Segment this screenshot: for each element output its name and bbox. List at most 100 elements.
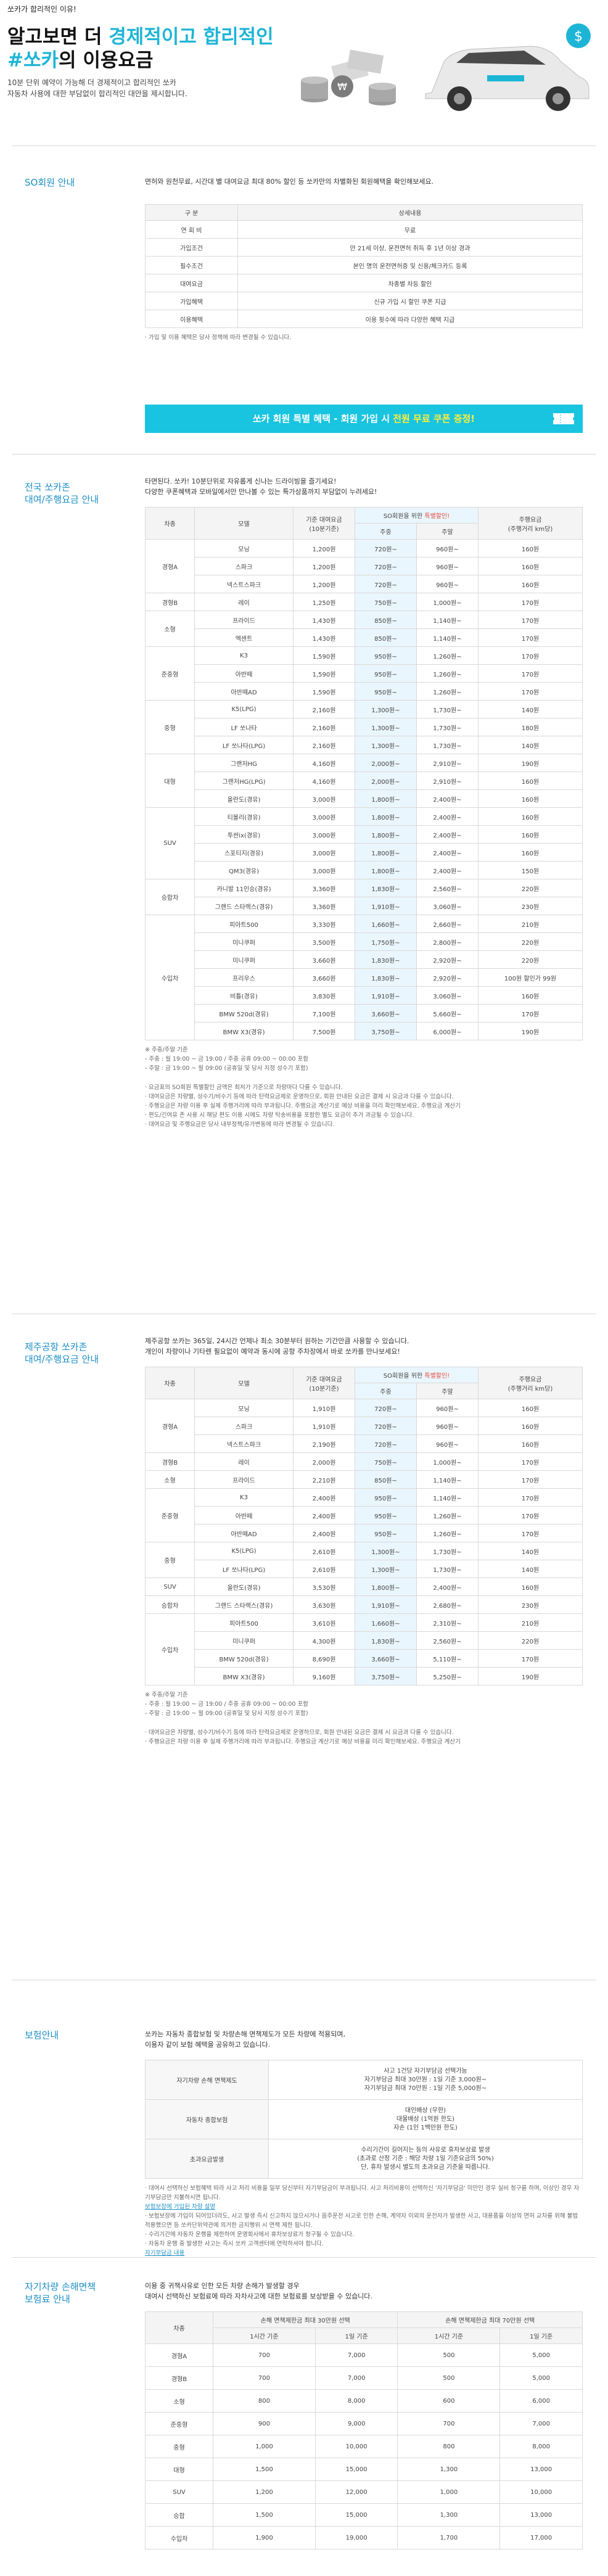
car-model: 프리우스 (194, 968, 294, 987)
label-line1: 제주공항 쏘카존 (25, 1341, 88, 1352)
weekend-fare: 2,400원~ (416, 861, 479, 879)
table-header: 구 분 (145, 204, 238, 221)
table-row: 경형B 레이 2,000원 750원~ 1,000원~ 170원 (145, 1452, 583, 1471)
base-fare: 2,000원 (293, 1452, 355, 1471)
weekday-fare: 1,300원~ (355, 700, 417, 718)
table-header: 상세내용 (237, 204, 583, 221)
mileage-fare: 160원 (478, 575, 583, 593)
note-link[interactable]: 자기부담금 내용 (145, 2250, 185, 2257)
weekend-fare: 2,400원~ (416, 807, 479, 826)
car-type: 승합차 (145, 1595, 195, 1614)
base-fare: 2,190원 (293, 1434, 355, 1453)
weekday-fare: 850원~ (355, 611, 417, 629)
label-line2: 대여/주행요금 안내 (25, 494, 99, 505)
base-fare: 2,400원 (293, 1506, 355, 1525)
row-label: 필수조건 (145, 256, 238, 274)
weekend-fare: 960원~ (416, 1434, 479, 1453)
intro-line1: 타면된다. 쏘카! 10분단위로 자유롭게 신나는 드라이빙을 즐기세요! (145, 477, 337, 485)
note-link[interactable]: 보험보장에 가입된 차량 설명 (145, 2204, 215, 2210)
car-model: 레이 (194, 593, 294, 611)
car-model: 그랜저HG (194, 754, 294, 772)
table-row: 필수조건 본인 명의 운전면허증 및 신용/체크카드 등록 (145, 256, 583, 274)
base-fare: 2,210원 (293, 1470, 355, 1489)
car-model: 엑센트 (194, 628, 294, 647)
base-fare: 2,400원 (293, 1488, 355, 1507)
mileage-fare: 160원 (478, 1417, 583, 1435)
section-label: SO회원 안내 (25, 177, 75, 188)
section-label: 제주공항 쏘카존 대여/주행요금 안내 (25, 1341, 99, 1365)
base-fare: 2,160원 (293, 700, 355, 718)
fee-30-day: 10,000 (314, 2435, 398, 2458)
insurance-detail: 사고 1건당 자기부담금 선택가능 자기부담금 최대 30만원 : 1일 기준 … (268, 2060, 583, 2100)
car-model: LF 쏘나타(LPG) (194, 736, 294, 754)
section-label: 자기차량 손해면책 보험료 안내 (25, 2281, 96, 2305)
table-row: SUV 1,200 12,000 1,000 10,000 (145, 2480, 583, 2504)
weekday-fare: 720원~ (355, 557, 417, 575)
row-value: 본인 명의 운전면허증 및 신용/체크카드 등록 (237, 256, 583, 274)
weekend-fare: 2,400원~ (416, 789, 479, 808)
base-fare: 3,000원 (293, 825, 355, 844)
base-fare: 4,300원 (293, 1631, 355, 1650)
header-30: 손해 면책제한금 최대 30만원 선택 (212, 2311, 398, 2328)
table-note-line: ※ 주중/주말 기준 (145, 1692, 188, 1698)
section-body: 이용 중 귀책사유로 인한 모든 차량 손해가 발생할 경우 대여시 선택하신 … (145, 2281, 583, 2549)
fee-70-day: 13,000 (499, 2458, 583, 2481)
weekend-fare: 5,110원~ (416, 1649, 479, 1668)
weekend-fare: 2,560원~ (416, 879, 479, 897)
weekend-fare: 1,260원~ (416, 664, 479, 683)
car-type: 경형A (145, 539, 195, 593)
weekend-fare: 1,730원~ (416, 700, 479, 718)
car-model: 피아트500 (194, 915, 294, 933)
base-fare: 4,160원 (293, 754, 355, 772)
mileage-fare: 160원 (478, 539, 583, 558)
weekend-fare: 1,730원~ (416, 1542, 479, 1560)
header-base-sub: (10분기준) (309, 525, 339, 533)
self-damage-table: 차종 손해 면책제한금 최대 30만원 선택 손해 면책제한금 최대 70만원 … (145, 2311, 583, 2549)
table-note-line: - 주중 : 월 19:00 ~ 금 19:00 / 주중 공휴 09:00 ~… (145, 1056, 308, 1063)
header-mileage-sub: (주행거리 km당) (507, 525, 553, 533)
base-fare: 1,200원 (293, 539, 355, 558)
insurance-item: 초과요금발생 (145, 2139, 269, 2179)
fee-70-day: 7,000 (499, 2412, 583, 2435)
signup-coupon-banner[interactable]: 쏘카 회원 특별 혜택 - 회원 가입 시 전원 무료 쿠폰 증정! (145, 405, 583, 433)
weekend-fare: 960원~ (416, 575, 479, 593)
weekend-fare: 1,730원~ (416, 1560, 479, 1578)
note-line: · 주행요금은 차량 이용 후 실제 주행거리에 따라 부과됩니다. 주행요금 … (145, 1103, 461, 1109)
mileage-fare: 140원 (478, 1542, 583, 1560)
row-label: 가입혜택 (145, 292, 238, 310)
header-type: 차종 (145, 507, 195, 540)
weekday-fare: 850원~ (355, 1470, 417, 1489)
base-fare: 3,360원 (293, 879, 355, 897)
mileage-fare: 170원 (478, 682, 583, 701)
weekday-fare: 1,750원~ (355, 932, 417, 951)
svg-text:$: $ (574, 29, 583, 44)
weekend-fare: 1,260원~ (416, 682, 479, 701)
intro-line2: 대여시 선택하신 보험료에 따라 자차사고에 대한 보험료를 보상받을 수 있습… (145, 2292, 372, 2300)
weekend-fare: 2,680원~ (416, 1595, 479, 1614)
row-value: 만 21세 이상, 운전면허 취득 후 1년 이상 경과 (237, 238, 583, 257)
note-line: · 대여요금 및 주행요금은 당사 내부정책/유가변동에 따라 변경될 수 있습… (145, 1121, 335, 1128)
car-model: 프라이드 (194, 611, 294, 629)
mileage-fare: 170원 (478, 1649, 583, 1668)
base-fare: 3,000원 (293, 807, 355, 826)
table-row: QM3(경유) 3,000원 1,800원~ 2,400원~ 150원 (146, 861, 583, 879)
table-row: BMW X3(경유) 9,160원 3,750원~ 5,250원~ 190원 (146, 1667, 583, 1685)
weekend-fare: 5,250원~ (416, 1667, 479, 1685)
weekend-fare: 1,140원~ (416, 628, 479, 647)
mileage-fare: 170원 (478, 1488, 583, 1507)
car-model: 아반떼 (194, 1506, 294, 1525)
so-member-table: 구 분 상세내용 연 회 비 무료 가입조건 만 21세 이상, 운전면허 취득 후 … (145, 204, 583, 328)
row-value: 신규 가입 시 할인 쿠폰 지급 (237, 292, 583, 310)
table-row: 엑센트 1,430원 850원~ 1,140원~ 170원 (146, 628, 583, 647)
header-mileage: 주행요금 (주행거리 km당) (478, 1367, 583, 1399)
table-row: BMW X3(경유) 7,500원 3,750원~ 6,000원~ 190원 (146, 1022, 583, 1040)
weekday-fare: 950원~ (355, 1488, 417, 1507)
mileage-fare: 220원 (478, 932, 583, 951)
car-model: 아반떼 (194, 664, 294, 683)
fee-30-hour: 900 (213, 2412, 316, 2435)
weekday-fare: 950원~ (355, 682, 417, 701)
fee-70-day: 8,000 (499, 2435, 583, 2458)
so-member-note: · 가입 및 이용 혜택은 당사 정책에 따라 변경될 수 있습니다. (145, 334, 292, 341)
hero-kicker: 쏘카가 합리적인 이유! (7, 5, 76, 14)
car-model: 비틀(경유) (194, 986, 294, 1005)
